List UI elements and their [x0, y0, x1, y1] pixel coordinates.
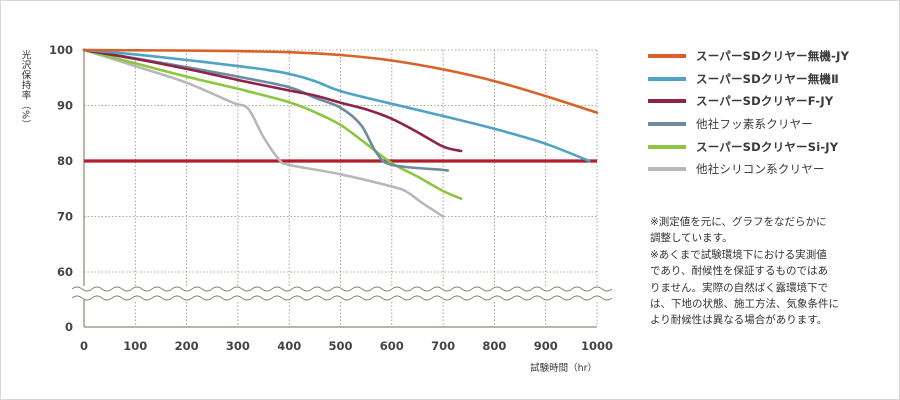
legend-swatch — [648, 99, 686, 104]
footnote-line: より耐候性は異なる場合があります。 — [650, 314, 828, 327]
x-tick-label: 100 — [123, 339, 147, 353]
chart-legend: スーパーSDクリヤー無機-JY スーパーSDクリヤー無機Ⅱ スーパーSDクリヤーF-… — [648, 45, 888, 181]
legend-swatch — [648, 144, 686, 149]
legend-swatch — [648, 76, 686, 81]
series-line-4 — [82, 48, 450, 172]
legend-label: スーパーSDクリヤー無機Ⅱ — [696, 71, 839, 86]
y-tick-label: 80 — [57, 154, 73, 168]
legend-swatch — [648, 167, 686, 172]
x-tick-label: 600 — [380, 339, 404, 353]
legend-label: 他社シリコン系クリヤー — [696, 162, 825, 177]
legend-item: スーパーSDクリヤー無機-JY — [648, 45, 888, 68]
y-axis-label: 光沢保持率（%） — [20, 49, 32, 129]
x-tick-label: 0 — [80, 339, 88, 353]
axis-break-wave — [71, 286, 613, 292]
series-line-1 — [82, 48, 599, 114]
footnote-line: ※あくまで試験環境下における実測値 — [650, 248, 827, 261]
y-tick-label: 0 — [65, 320, 73, 334]
y-tick-label: 90 — [57, 99, 73, 113]
footnote-line: は、下地の状態、施工方法、気象条件に — [650, 298, 839, 311]
series-lines — [82, 48, 599, 218]
legend-item: スーパーSDクリヤーF-JY — [648, 90, 888, 113]
footnote-line: ※測定値を元に、グラフをなだらかに — [650, 216, 827, 228]
footnote-line: りません。実際の自然ばく露環境下で — [650, 281, 829, 294]
series-line-3 — [82, 48, 463, 153]
legend-swatch — [648, 122, 686, 127]
legend-label: スーパーSDクリヤーSi-JY — [696, 139, 839, 154]
legend-item: 他社フッ素系クリヤー — [648, 113, 888, 136]
footnote-line: 調整しています。 — [650, 232, 733, 245]
legend-swatch — [648, 54, 686, 59]
x-tick-label: 200 — [175, 339, 199, 353]
legend-label: スーパーSDクリヤーF-JY — [696, 94, 834, 109]
footnote-line: であり、耐候性を保証するものではあ — [650, 265, 828, 278]
series-line-6 — [82, 48, 445, 218]
y-tick-label: 60 — [57, 265, 73, 279]
x-tick-label: 400 — [277, 339, 301, 353]
legend-item: スーパーSDクリヤー無機Ⅱ — [648, 68, 888, 91]
x-tick-label: 300 — [226, 339, 250, 353]
axis-break-wave — [71, 295, 613, 301]
x-tick-label: 700 — [431, 339, 455, 353]
chart-axes — [83, 50, 597, 328]
x-axis-label: 試験時間（hr） — [530, 362, 597, 374]
y-tick-label: 70 — [57, 210, 73, 224]
series-line-2 — [82, 48, 591, 163]
legend-item: スーパーSDクリヤーSi-JY — [648, 135, 888, 158]
legend-label: 他社フッ素系クリヤー — [696, 117, 813, 132]
x-tick-label: 500 — [328, 339, 352, 353]
footnote: ※測定値を元に、グラフをなだらかに 調整しています。 ※あくまで試験環境下における実… — [650, 214, 888, 329]
x-tick-label: 900 — [534, 339, 558, 353]
series-line-5 — [82, 48, 463, 200]
x-tick-label: 800 — [482, 339, 506, 353]
y-tick-label: 100 — [49, 43, 73, 57]
tick-labels: 0 100 200 300 400 500 600 700 800 900 100010090807… — [49, 43, 613, 353]
legend-label: スーパーSDクリヤー無機-JY — [696, 49, 850, 64]
legend-item: 他社シリコン系クリヤー — [648, 158, 888, 181]
axis-break-mark — [71, 286, 613, 301]
x-tick-label: 1000 — [581, 339, 613, 353]
